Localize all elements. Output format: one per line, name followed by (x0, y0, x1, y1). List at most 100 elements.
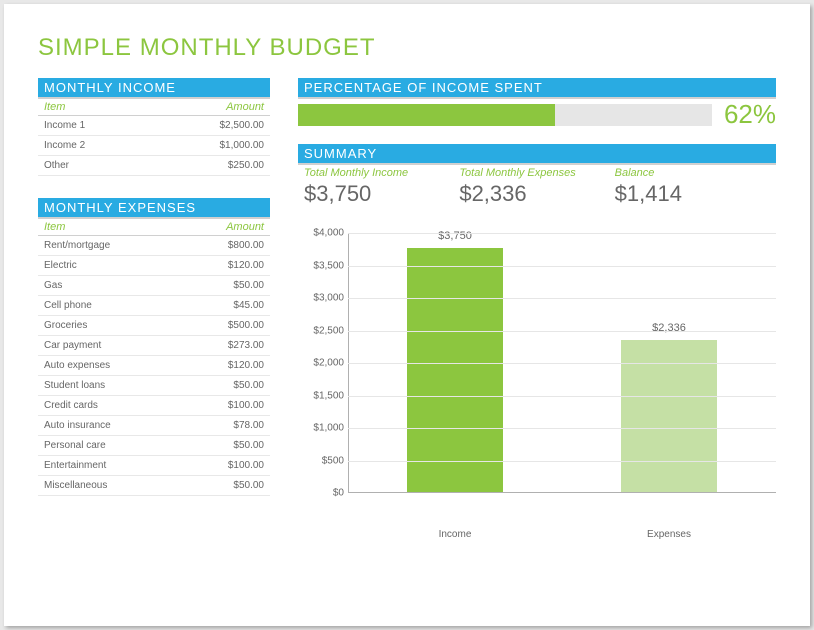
percentage-bar-fill (298, 104, 555, 126)
chart-plot: $3,750 $2,336 (348, 233, 776, 493)
chart-ytick: $3,000 (313, 293, 344, 304)
row-amount: $273.00 (228, 340, 264, 351)
table-row: Credit cards $100.00 (38, 396, 270, 416)
row-amount: $50.00 (233, 440, 264, 451)
expenses-col-amount: Amount (226, 221, 264, 233)
chart-ytick: $1,500 (313, 390, 344, 401)
chart-ytick: $500 (322, 455, 344, 466)
chart-gridline (348, 331, 776, 332)
expenses-table-head: Item Amount (38, 219, 270, 236)
row-amount: $120.00 (228, 360, 264, 371)
chart-bar-label: $2,336 (652, 322, 686, 334)
row-amount: $100.00 (228, 460, 264, 471)
summary-header: SUMMARY (298, 144, 776, 165)
row-item: Student loans (44, 380, 105, 391)
page-title: SIMPLE MONTHLY BUDGET (38, 34, 776, 62)
table-row: Groceries $500.00 (38, 316, 270, 336)
percentage-bar-wrap: 62% (298, 99, 776, 130)
row-amount: $45.00 (233, 300, 264, 311)
income-col-amount: Amount (226, 101, 264, 113)
expenses-header: MONTHLY EXPENSES (38, 198, 270, 219)
row-amount: $250.00 (228, 160, 264, 171)
right-column: PERCENTAGE OF INCOME SPENT 62% SUMMARY T… (298, 78, 776, 540)
income-table-head: Item Amount (38, 99, 270, 116)
table-row: Rent/mortgage $800.00 (38, 236, 270, 256)
row-item: Auto expenses (44, 360, 110, 371)
chart-ytick: $4,000 (313, 228, 344, 239)
income-rows: Income 1 $2,500.00 Income 2 $1,000.00 Other $… (38, 116, 270, 176)
summary-labels: Total Monthly Income Total Monthly Expen… (298, 165, 776, 181)
summary-value-balance: $1,414 (615, 181, 770, 207)
chart-gridline (348, 461, 776, 462)
chart-yaxis: $0$500$1,000$1,500$2,000$2,500$3,000$3,5… (298, 233, 348, 493)
expenses-col-item: Item (44, 221, 65, 233)
row-item: Entertainment (44, 460, 106, 471)
chart-ytick: $2,000 (313, 358, 344, 369)
table-row: Personal care $50.00 (38, 436, 270, 456)
row-item: Miscellaneous (44, 480, 107, 491)
row-amount: $1,000.00 (220, 140, 265, 151)
summary-label-balance: Balance (615, 167, 770, 179)
row-item: Cell phone (44, 300, 92, 311)
row-amount: $100.00 (228, 400, 264, 411)
row-item: Income 1 (44, 120, 85, 131)
percentage-label: 62% (724, 99, 776, 130)
row-amount: $78.00 (233, 420, 264, 431)
chart-ytick: $3,500 (313, 260, 344, 271)
table-row: Auto expenses $120.00 (38, 356, 270, 376)
row-item: Credit cards (44, 400, 98, 411)
row-amount: $50.00 (233, 280, 264, 291)
summary-value-income: $3,750 (304, 181, 459, 207)
chart-gridline (348, 363, 776, 364)
row-amount: $2,500.00 (220, 120, 265, 131)
table-row: Auto insurance $78.00 (38, 416, 270, 436)
chart-ytick: $2,500 (313, 325, 344, 336)
row-amount: $50.00 (233, 380, 264, 391)
table-row: Entertainment $100.00 (38, 456, 270, 476)
percentage-header: PERCENTAGE OF INCOME SPENT (298, 78, 776, 99)
row-item: Car payment (44, 340, 101, 351)
row-item: Auto insurance (44, 420, 111, 431)
row-item: Income 2 (44, 140, 85, 151)
row-item: Rent/mortgage (44, 240, 110, 251)
row-amount: $500.00 (228, 320, 264, 331)
bar-chart: $0$500$1,000$1,500$2,000$2,500$3,000$3,5… (298, 233, 776, 523)
chart-xtick: Income (348, 529, 562, 540)
income-header: MONTHLY INCOME (38, 78, 270, 99)
table-row: Student loans $50.00 (38, 376, 270, 396)
table-row: Electric $120.00 (38, 256, 270, 276)
summary-values: $3,750 $2,336 $1,414 (298, 181, 776, 213)
row-item: Groceries (44, 320, 87, 331)
table-row: Income 1 $2,500.00 (38, 116, 270, 136)
table-row: Income 2 $1,000.00 (38, 136, 270, 156)
page: SIMPLE MONTHLY BUDGET MONTHLY INCOME Ite… (4, 4, 810, 626)
chart-gridline (348, 298, 776, 299)
chart-bar: $3,750 (407, 248, 503, 492)
table-row: Miscellaneous $50.00 (38, 476, 270, 496)
expense-rows: Rent/mortgage $800.00 Electric $120.00 Gas $5… (38, 236, 270, 496)
percentage-bar-track (298, 104, 712, 126)
row-item: Personal care (44, 440, 106, 451)
table-row: Other $250.00 (38, 156, 270, 176)
chart-gridline (348, 428, 776, 429)
row-item: Other (44, 160, 69, 171)
chart-gridline (348, 233, 776, 234)
left-column: MONTHLY INCOME Item Amount Income 1 $2,50… (38, 78, 270, 540)
chart-ytick: $1,000 (313, 423, 344, 434)
row-amount: $50.00 (233, 480, 264, 491)
row-item: Electric (44, 260, 77, 271)
chart-xtick: Expenses (562, 529, 776, 540)
table-row: Gas $50.00 (38, 276, 270, 296)
summary-value-expenses: $2,336 (459, 181, 614, 207)
chart-xaxis: IncomeExpenses (348, 529, 776, 540)
row-item: Gas (44, 280, 62, 291)
chart-gridline (348, 266, 776, 267)
row-amount: $120.00 (228, 260, 264, 271)
chart-gridline (348, 396, 776, 397)
summary-label-expenses: Total Monthly Expenses (459, 167, 614, 179)
table-row: Cell phone $45.00 (38, 296, 270, 316)
row-amount: $800.00 (228, 240, 264, 251)
columns: MONTHLY INCOME Item Amount Income 1 $2,50… (38, 78, 776, 540)
table-row: Car payment $273.00 (38, 336, 270, 356)
income-col-item: Item (44, 101, 65, 113)
